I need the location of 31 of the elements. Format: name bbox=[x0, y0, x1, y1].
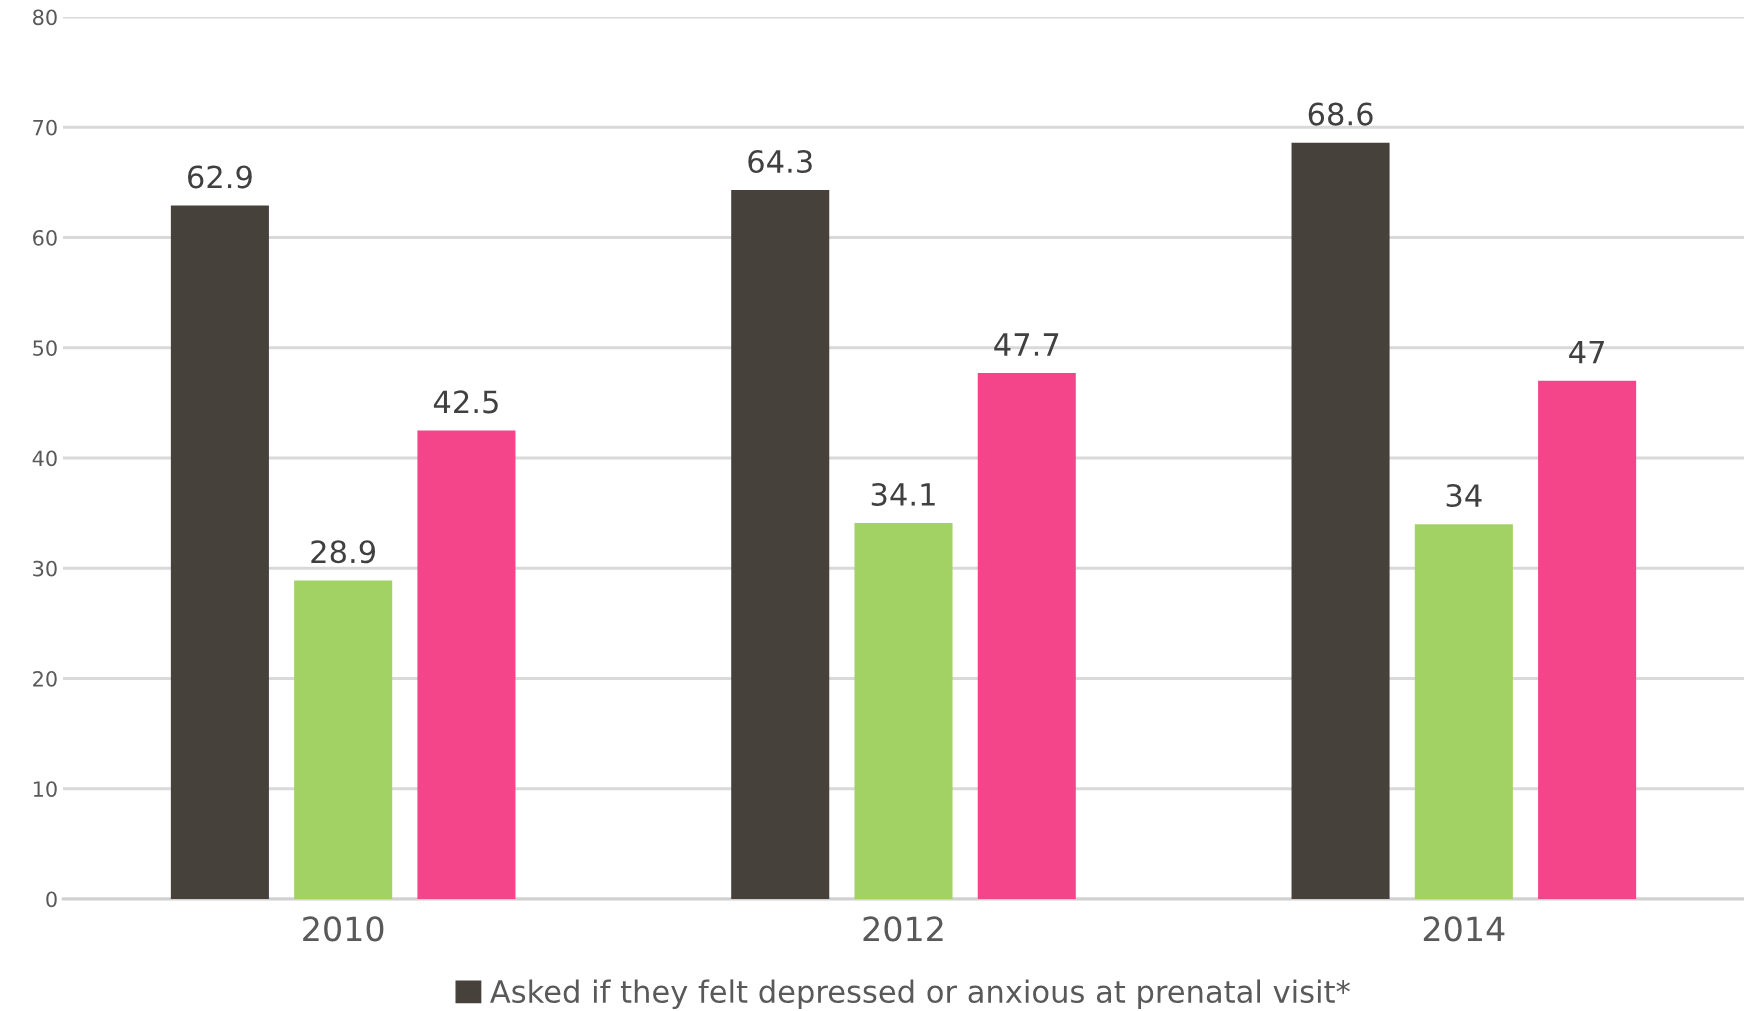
y-tick-label: 70 bbox=[33, 119, 57, 136]
data-label: 34.1 bbox=[871, 482, 935, 507]
data-label: 47 bbox=[1569, 341, 1604, 364]
y-tick-label: 30 bbox=[33, 560, 57, 577]
data-label: 42.5 bbox=[433, 390, 498, 414]
y-tick-label: 60 bbox=[33, 229, 57, 246]
y-tick-label: 50 bbox=[33, 340, 57, 356]
data-label: 34 bbox=[1446, 484, 1482, 508]
x-tick-label: 2010 bbox=[303, 916, 384, 942]
bar bbox=[854, 523, 953, 899]
y-tick-label: 40 bbox=[32, 450, 57, 467]
bar bbox=[1538, 380, 1637, 899]
y-tick-label: 80 bbox=[33, 9, 57, 26]
bar bbox=[1291, 142, 1390, 899]
data-label: 68.6 bbox=[1308, 102, 1373, 126]
data-label: 47.7 bbox=[994, 333, 1059, 356]
legend-label: Asked if they felt depressed or anxious at prenatal visit* bbox=[490, 979, 1350, 1009]
bar bbox=[1414, 524, 1513, 899]
bar bbox=[417, 430, 516, 899]
y-tick-label: 20 bbox=[33, 670, 57, 687]
data-label: 62.9 bbox=[188, 165, 252, 189]
bar bbox=[294, 580, 393, 899]
bar bbox=[977, 373, 1076, 899]
bar bbox=[170, 205, 269, 899]
y-tick-label: 0 bbox=[46, 891, 57, 908]
y-tick-label: 10 bbox=[33, 781, 57, 797]
data-label: 64.3 bbox=[748, 149, 812, 174]
x-tick-label: 2014 bbox=[1423, 916, 1505, 942]
bar bbox=[731, 190, 830, 899]
x-tick-label: 2012 bbox=[863, 916, 943, 942]
data-label: 28.9 bbox=[311, 540, 376, 564]
